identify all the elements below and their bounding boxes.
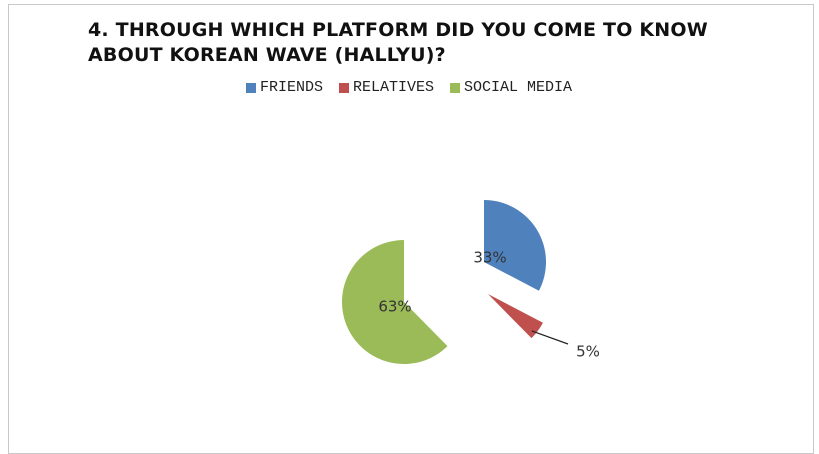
pie-slice-friends (484, 200, 546, 291)
chart-title: 4. THROUGH WHICH PLATFORM DID YOU COME T… (88, 19, 708, 66)
leader-line-relatives (531, 330, 569, 345)
data-label-social-media: 63% (378, 298, 411, 316)
pie-slice-social-media (341, 240, 448, 365)
legend-label-friends: FRIENDS (260, 79, 324, 96)
data-label-relatives: 5% (576, 343, 600, 361)
legend-label-relatives: RELATIVES (353, 79, 435, 96)
chart-legend: FRIENDS RELATIVES SOCIAL MEDIA (246, 79, 572, 96)
legend-swatch-social-media (450, 82, 461, 93)
chart-frame (8, 4, 814, 454)
legend-item-friends: FRIENDS (246, 79, 323, 96)
legend-label-social-media: SOCIAL MEDIA (464, 79, 573, 96)
legend-item-social-media: SOCIAL MEDIA (450, 79, 572, 96)
legend-swatch-relatives (339, 82, 350, 93)
pie-slices (341, 200, 546, 365)
legend-item-relatives: RELATIVES (339, 79, 434, 96)
legend-swatch-friends (246, 82, 256, 93)
pie-labels: 33% 5% 63% (378, 249, 600, 361)
pie-slice-relatives (488, 294, 543, 339)
data-label-friends: 33% (473, 249, 506, 267)
